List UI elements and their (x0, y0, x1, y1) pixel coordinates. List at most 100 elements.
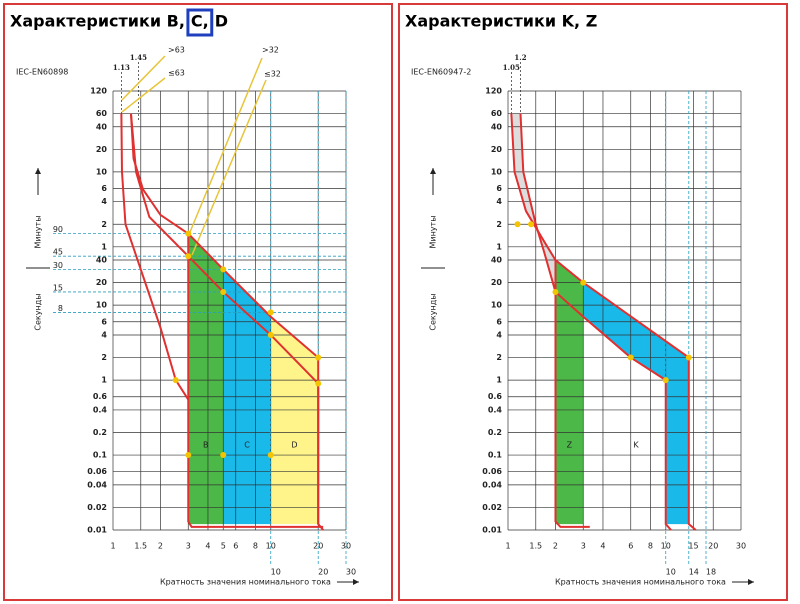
point (220, 452, 227, 459)
y-tick-label: 0.04 (87, 480, 107, 489)
x-tick-label: 1.5 (134, 542, 147, 551)
marker-x-label: 18 (706, 568, 716, 577)
point (315, 354, 322, 361)
y-tick-label: 4 (496, 330, 502, 339)
panel-title: Характеристики K, Z (405, 12, 597, 31)
region-label: B (203, 441, 209, 450)
x-tick-label: 1.5 (529, 542, 542, 551)
annotation: >32 (262, 46, 279, 55)
x-tick-label: 30 (736, 542, 746, 551)
curve (129, 113, 320, 525)
y-tick-label: 120 (90, 87, 107, 96)
y-tick-label: 20 (96, 145, 108, 154)
y-tick-label: 0.01 (482, 526, 502, 535)
limit-label: 1.05 (503, 63, 520, 72)
y-tick-label: 4 (101, 197, 107, 206)
y-tick-label: 0.6 (93, 392, 108, 401)
point (552, 288, 559, 295)
y-tick-label: 1 (496, 376, 502, 385)
annotation-leader (121, 77, 166, 113)
y-tick-label: 40 (491, 256, 503, 265)
y-tick-label: 6 (496, 184, 502, 193)
y-tick-label: 6 (101, 317, 107, 326)
y-tick-label: 6 (496, 317, 502, 326)
x-tick-label: 1 (505, 542, 510, 551)
x-tick-label: 4 (600, 542, 605, 551)
point (185, 230, 192, 237)
y-tick-label: 0.6 (488, 392, 503, 401)
x-tick-label: 3 (186, 542, 191, 551)
y-tick-label: 120 (485, 87, 502, 96)
y-tick-label: 60 (491, 109, 503, 118)
x-tick-label: 6 (628, 542, 633, 551)
marker-y-label: 30 (53, 261, 63, 270)
y-axis-title: Секунды (34, 293, 43, 330)
point (267, 452, 274, 459)
y-tick-label: 40 (96, 256, 108, 265)
annotation: >63 (168, 46, 185, 55)
annotation-leader (191, 79, 267, 256)
y-tick-label: 1 (101, 376, 107, 385)
y-tick-label: 0.1 (93, 451, 108, 460)
point (627, 354, 634, 361)
y-axis-title: Минуты (34, 215, 43, 248)
region-label: D (291, 441, 297, 450)
region-label: K (633, 441, 639, 450)
panel-title: Характеристики B, (10, 12, 185, 31)
y-tick-label: 60 (96, 109, 108, 118)
y-tick-label: 2 (101, 353, 107, 362)
y-tick-label: 20 (96, 278, 108, 287)
y-tick-label: 0.1 (488, 451, 503, 460)
x-tick-label: 3 (581, 542, 586, 551)
y-tick-label: 0.06 (87, 467, 107, 476)
marker-y-label: 45 (53, 248, 63, 257)
y-tick-label: 10 (96, 167, 108, 176)
y-tick-label: 0.02 (482, 503, 502, 512)
panel-title: D (215, 12, 228, 31)
region-label: Z (567, 441, 573, 450)
region-label: C (244, 441, 250, 450)
y-tick-label: 2 (496, 220, 502, 229)
point (267, 309, 274, 316)
annotation-leader (189, 57, 263, 233)
point (580, 279, 587, 286)
point (185, 253, 192, 260)
marker-x-label: 10 (271, 568, 281, 577)
marker-x-label: 30 (346, 568, 356, 577)
title-highlight (186, 8, 214, 37)
y-tick-label: 40 (96, 122, 108, 131)
marker-y-label: 15 (53, 283, 63, 292)
y-tick-label: 20 (491, 278, 503, 287)
point (220, 288, 227, 295)
point (685, 354, 692, 361)
y-tick-label: 20 (491, 145, 503, 154)
x-tick-label: 20 (708, 542, 718, 551)
y-tick-label: 0.02 (87, 503, 107, 512)
x-tick-label: 15 (688, 542, 698, 551)
y-tick-label: 1 (496, 242, 502, 251)
point (315, 380, 322, 387)
x-tick-label: 5 (221, 542, 226, 551)
y-tick-label: 0.04 (482, 480, 502, 489)
region (555, 260, 584, 525)
y-tick-label: 2 (496, 353, 502, 362)
limit-label: 1.2 (514, 53, 526, 62)
standard-label: IEC-EN60947-2 (411, 68, 471, 77)
marker-x-label: 14 (689, 568, 699, 577)
y-axis-title: Секунды (429, 293, 438, 330)
y-tick-label: 4 (101, 330, 107, 339)
point (662, 377, 669, 384)
standard-label: IEC-EN60898 (16, 68, 68, 77)
x-tick-label: 1 (110, 542, 115, 551)
annotation: ≤63 (168, 69, 185, 78)
x-tick-label: 2 (158, 542, 163, 551)
region (583, 282, 689, 525)
y-axis-title: Минуты (429, 215, 438, 248)
annotation-leader (121, 55, 166, 101)
y-tick-label: 10 (491, 167, 503, 176)
panel-frame (398, 3, 788, 601)
x-tick-label: 8 (253, 542, 258, 551)
point (514, 221, 521, 228)
x-axis-title: Кратность значения номинального тока (160, 578, 331, 587)
marker-y-label: 8 (58, 304, 63, 313)
